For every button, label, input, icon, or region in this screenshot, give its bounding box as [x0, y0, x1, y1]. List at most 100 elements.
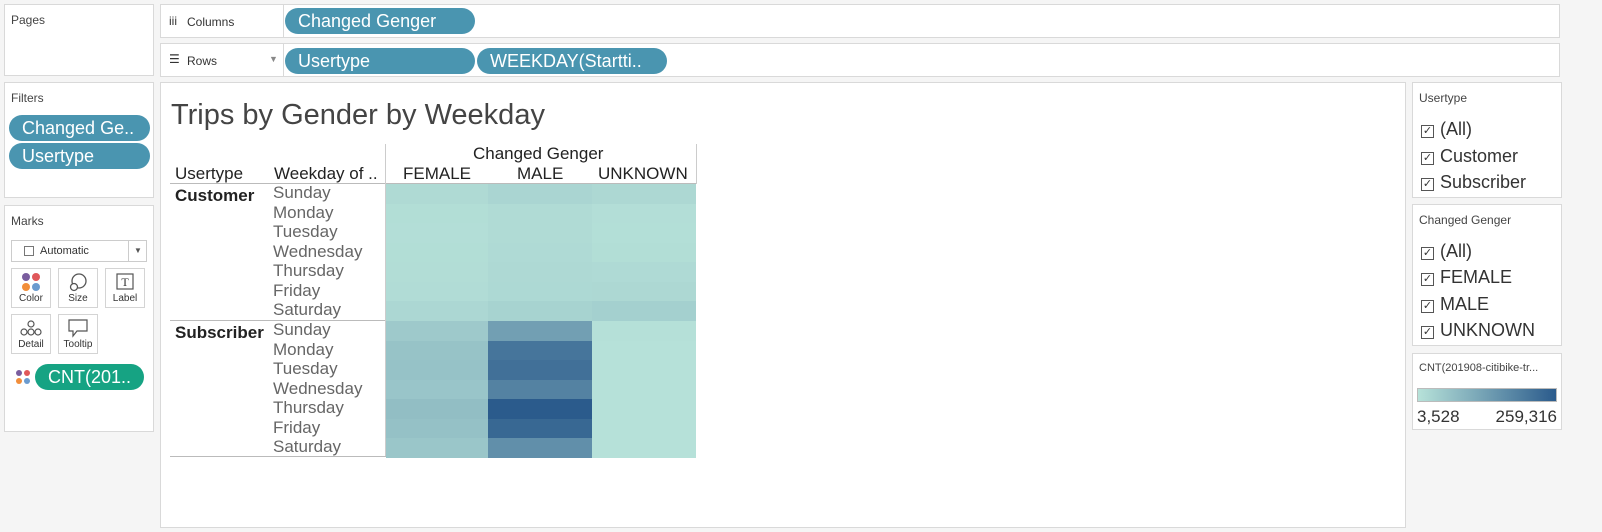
heatmap-cell[interactable] — [592, 360, 696, 380]
filters-shelf[interactable]: Filters Changed Ge.. Usertype — [4, 82, 154, 198]
marks-pill-count[interactable]: CNT(201.. — [35, 364, 144, 390]
detail-button[interactable]: Detail — [11, 314, 51, 354]
weekday-label: Wednesday — [273, 241, 363, 261]
heatmap-cell[interactable] — [488, 379, 592, 400]
gender-filter-card: Changed Genger ✓ (All) ✓ FEMALE ✓ MALE ✓ UNK… — [1412, 204, 1562, 346]
gender-option-male[interactable]: ✓ MALE — [1421, 294, 1489, 315]
heatmap-cell[interactable] — [592, 340, 696, 361]
heatmap-cell[interactable] — [592, 242, 696, 263]
heatmap-cell[interactable] — [386, 321, 488, 341]
label-button-label: Label — [112, 293, 138, 304]
checkbox-checked-icon: ✓ — [1421, 178, 1434, 191]
weekday-label: Monday — [273, 202, 334, 222]
heatmap-cell[interactable] — [592, 438, 696, 458]
gender-filter-title: Changed Genger — [1419, 213, 1512, 227]
usertype-option-all[interactable]: ✓ (All) — [1421, 119, 1472, 140]
heatmap-cell[interactable] — [386, 281, 488, 302]
heatmap-cell[interactable] — [592, 301, 696, 321]
color-button[interactable]: Color — [11, 268, 51, 308]
weekday-label: Monday — [273, 339, 334, 359]
mark-type-square-icon — [24, 246, 34, 256]
heatmap-cell[interactable] — [386, 242, 488, 263]
size-button[interactable]: Size — [58, 268, 98, 308]
checkbox-checked-icon: ✓ — [1421, 300, 1434, 313]
legend-color-ramp — [1417, 388, 1557, 402]
heatmap-cell[interactable] — [592, 203, 696, 224]
size-button-label: Size — [68, 293, 88, 304]
heatmap-cell[interactable] — [592, 399, 696, 419]
option-label: Customer — [1440, 146, 1519, 166]
weekday-label: Thursday — [273, 261, 344, 280]
pages-shelf[interactable]: Pages — [4, 4, 154, 76]
weekday-label: Wednesday — [273, 378, 363, 398]
heatmap-cell[interactable] — [592, 321, 696, 341]
label-button[interactable]: T Label — [105, 268, 145, 308]
heatmap-cell[interactable] — [488, 203, 592, 224]
heatmap-cell[interactable] — [488, 360, 592, 380]
heatmap-cell[interactable] — [386, 418, 488, 439]
rows-pill-weekday[interactable]: WEEKDAY(Startti.. — [477, 48, 667, 74]
marks-title: Marks — [11, 214, 44, 228]
rows-pill-usertype[interactable]: Usertype — [285, 48, 475, 74]
heatmap-cell[interactable] — [386, 399, 488, 419]
heatmap-cell[interactable] — [488, 340, 592, 361]
checkbox-checked-icon: ✓ — [1421, 326, 1434, 339]
right-separator — [696, 144, 697, 184]
heatmap-cell[interactable] — [592, 262, 696, 282]
heatmap-cell[interactable] — [592, 379, 696, 400]
heatmap-cell[interactable] — [488, 262, 592, 282]
heatmap-cell[interactable] — [488, 223, 592, 243]
gender-option-female[interactable]: ✓ FEMALE — [1421, 267, 1512, 288]
heatmap-cell[interactable] — [386, 379, 488, 400]
mark-type-dropdown[interactable]: Automatic ▼ — [11, 240, 147, 262]
rows-dropdown-icon[interactable]: ▼ — [269, 54, 278, 64]
heatmap-cell[interactable] — [592, 418, 696, 439]
option-label: Subscriber — [1440, 172, 1527, 192]
rows-label: Rows — [187, 54, 218, 68]
tooltip-button[interactable]: Tooltip — [58, 314, 98, 354]
heatmap-cell[interactable] — [386, 360, 488, 380]
heatmap-cell[interactable] — [386, 438, 488, 458]
detail-button-label: Detail — [18, 339, 44, 350]
heatmap-cell[interactable] — [488, 418, 592, 439]
heatmap-cell[interactable] — [488, 321, 592, 341]
usertype-option-subscriber[interactable]: ✓ Subscriber — [1421, 172, 1526, 193]
mark-type-label: Automatic — [40, 245, 89, 257]
columns-pill-gender[interactable]: Changed Genger — [285, 8, 475, 34]
heatmap-cell[interactable] — [386, 262, 488, 282]
rows-shelf[interactable]: ☰ Rows ▼ Usertype WEEKDAY(Startti.. — [160, 43, 1560, 77]
heatmap-cell[interactable] — [592, 281, 696, 302]
col-separator — [385, 144, 386, 456]
heatmap-cell[interactable] — [488, 184, 592, 204]
gender-option-unknown[interactable]: ✓ UNKNOWN — [1421, 320, 1535, 341]
columns-shelf[interactable]: iii Columns Changed Genger — [160, 4, 1560, 38]
heatmap-cell[interactable] — [386, 340, 488, 361]
heatmap-cell[interactable] — [386, 184, 488, 204]
heatmap-cell[interactable] — [488, 438, 592, 458]
color-legend-card: CNT(201908-citibike-tr... 3,528 259,316 — [1412, 353, 1562, 430]
option-label: MALE — [1440, 294, 1490, 314]
heatmap-cell[interactable] — [488, 242, 592, 263]
heatmap-cell[interactable] — [488, 399, 592, 419]
weekday-label: Saturday — [273, 437, 342, 456]
legend-min-label: 3,528 — [1417, 407, 1460, 426]
heatmap-cell[interactable] — [488, 281, 592, 302]
view-canvas: Trips by Gender by Weekday — [160, 82, 1406, 528]
heatmap-cell[interactable] — [592, 223, 696, 243]
heatmap-cell[interactable] — [592, 184, 696, 204]
heatmap-cell[interactable] — [386, 223, 488, 243]
checkbox-checked-icon: ✓ — [1421, 273, 1434, 286]
filter-pill-gender[interactable]: Changed Ge.. — [9, 115, 150, 141]
pages-title: Pages — [11, 13, 46, 27]
gender-option-all[interactable]: ✓ (All) — [1421, 241, 1472, 262]
heatmap-cell[interactable] — [488, 301, 592, 321]
weekday-label: Sunday — [273, 183, 331, 202]
columns-label: Columns — [187, 15, 235, 29]
option-label: (All) — [1440, 241, 1472, 261]
heatmap-cell[interactable] — [386, 301, 488, 321]
usertype-option-customer[interactable]: ✓ Customer — [1421, 146, 1518, 167]
filter-pill-usertype[interactable]: Usertype — [9, 143, 150, 169]
heatmap-cell[interactable] — [386, 203, 488, 224]
col-header-title: Changed Genger — [473, 144, 604, 163]
col-header-unknown: UNKNOWN — [598, 164, 688, 183]
